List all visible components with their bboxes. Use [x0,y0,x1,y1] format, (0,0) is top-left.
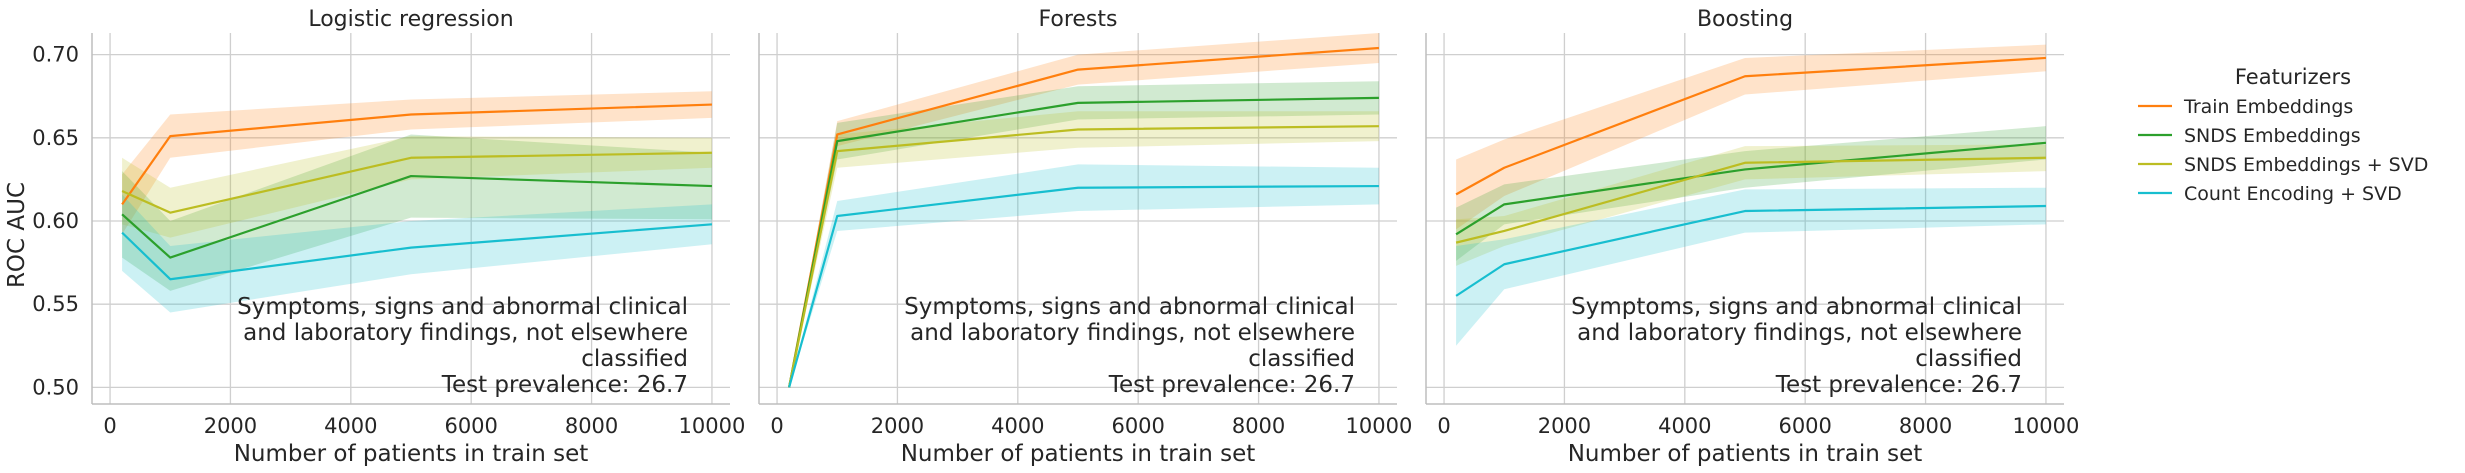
panel-forests: 0 2000 4000 6000 8000 10000 Forests Number of p… [758,7,1413,467]
annotation-line: Symptoms, signs and abnormal clinical [904,294,1355,320]
ci-band-snds-embeddings-svd [1456,144,2046,266]
series-line-count-encoding-svd [788,184,1379,388]
annotation-line: and laboratory findings, not elsewhere [243,320,688,346]
y-tick-label: 0.50 [32,375,79,399]
x-tick-label: 0 [1437,414,1450,438]
y-tick-label: 0.55 [32,292,79,316]
x-axis-title: Number of patients in train set [1568,441,1923,467]
ci-band-snds-embeddings [122,134,712,291]
ci-band-train-embeddings [1456,44,2046,230]
legend-label: SNDS Embeddings [2184,125,2361,147]
x-tick-label: 10000 [2013,414,2080,438]
legend-item-train-embeddings: Train Embeddings [2138,96,2353,118]
x-tick-label: 0 [103,414,116,438]
ci-band-count-encoding-svd [789,164,1379,388]
annotation-line: classified [581,346,688,372]
panel-title: Boosting [1697,7,1793,32]
series-line-snds-embeddings-svd [788,125,1379,388]
x-tick-label: 10000 [1346,414,1413,438]
y-axis-title: ROC AUC [4,182,30,288]
legend-label: Count Encoding + SVD [2184,183,2402,205]
x-tick-label: 10000 [679,414,746,438]
y-tick-label: 0.60 [32,209,79,233]
ci-band-snds-embeddings [789,81,1379,388]
annotation-line: and laboratory findings, not elsewhere [1577,320,2022,346]
x-axis-title: Number of patients in train set [901,441,1256,467]
x-tick-label: 4000 [1658,414,1711,438]
legend-item-count-encoding-svd: Count Encoding + SVD [2138,183,2402,205]
x-tick-label: 4000 [991,414,1044,438]
series-line-count-encoding-svd [1455,204,2046,297]
series-line-train-embeddings [1455,56,2047,196]
x-tick-label: 6000 [1111,414,1164,438]
annotation-line: Test prevalence: 26.7 [1108,372,1355,398]
annotation-line: Test prevalence: 26.7 [1775,372,2022,398]
series-line-snds-embeddings-svd [1455,156,2046,244]
ci-band-count-encoding-svd [1456,187,2046,346]
panel-annotation: Symptoms, signs and abnormal clinicaland… [904,294,1355,398]
x-tick-label: 8000 [565,414,618,438]
panel-annotation: Symptoms, signs and abnormal clinicaland… [237,294,688,398]
annotation-line: and laboratory findings, not elsewhere [910,320,1355,346]
series-line-train-embeddings [121,103,712,205]
y-tick-label: 0.70 [32,43,79,67]
legend-item-snds-embeddings-svd: SNDS Embeddings + SVD [2138,154,2428,176]
legend-label: SNDS Embeddings + SVD [2184,154,2428,176]
legend: Featurizers Train Embeddings SNDS Embedd… [2138,65,2428,205]
series-line-snds-embeddings-svd [121,151,712,214]
x-tick-label: 2000 [204,414,257,438]
x-tick-label: 2000 [871,414,924,438]
x-tick-label: 4000 [324,414,377,438]
ci-band-snds-embeddings-svd [122,136,712,238]
series-line-snds-embeddings [121,174,712,259]
x-tick-label: 6000 [1778,414,1831,438]
legend-title: Featurizers [2235,65,2351,89]
annotation-line: Symptoms, signs and abnormal clinical [1571,294,2022,320]
x-tick-label: 8000 [1232,414,1285,438]
legend-label: Train Embeddings [2183,96,2353,118]
x-tick-label: 0 [770,414,783,438]
x-axis-title: Number of patients in train set [234,441,589,467]
ci-band-count-encoding-svd [122,194,712,313]
x-tick-label: 8000 [1899,414,1952,438]
series-line-count-encoding-svd [121,223,713,281]
annotation-line: classified [1915,346,2022,372]
panel-boosting: 0 2000 4000 6000 8000 10000 Boosting Number of … [1425,7,2080,467]
x-tick-label: 6000 [444,414,497,438]
panel-title: Logistic regression [308,7,513,32]
panel-annotation: Symptoms, signs and abnormal clinicaland… [1571,294,2022,398]
panel-logistic-regression: 0 2000 4000 6000 8000 10000 0.50 0.55 0.60 0.65 0.… [32,7,745,467]
x-tick-label: 2000 [1538,414,1591,438]
annotation-line: classified [1248,346,1355,372]
annotation-line: Test prevalence: 26.7 [441,372,688,398]
series-line-snds-embeddings [1455,141,2047,236]
panel-title: Forests [1039,7,1118,32]
y-tick-label: 0.65 [32,126,79,150]
legend-item-snds-embeddings: SNDS Embeddings [2138,125,2361,147]
annotation-line: Symptoms, signs and abnormal clinical [237,294,688,320]
